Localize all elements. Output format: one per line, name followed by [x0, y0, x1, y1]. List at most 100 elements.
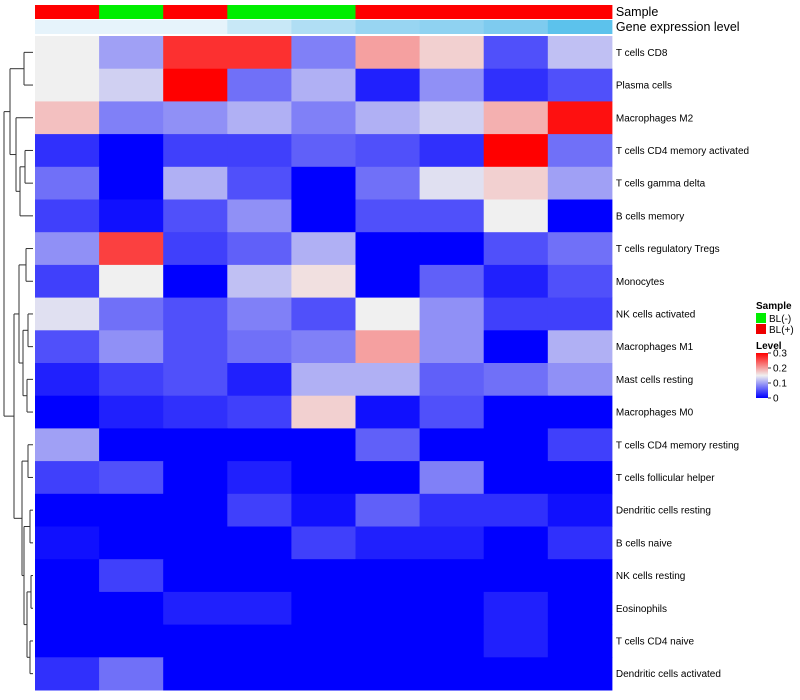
heatmap-cell [483, 395, 549, 429]
heatmap-cell [35, 591, 100, 626]
heatmap-cell [483, 36, 549, 70]
heatmap-cell [163, 624, 228, 658]
heatmap-cell [419, 559, 485, 593]
heatmap-cell [547, 493, 613, 527]
heatmap-cell [355, 493, 421, 527]
heatmap-cell [483, 428, 549, 462]
heatmap-cell [35, 559, 100, 593]
heatmap-cell [547, 68, 613, 102]
heatmap-cell [419, 330, 485, 364]
heatmap-cell [419, 428, 485, 462]
heatmap-cell [419, 297, 485, 331]
heatmap-cell [99, 232, 164, 266]
heatmap-cell [483, 264, 549, 299]
heatmap-cell [227, 232, 292, 266]
heatmap-cell [227, 559, 292, 593]
heatmap-cell [291, 461, 356, 495]
heatmap-cell [163, 232, 228, 266]
heatmap-cell [227, 526, 292, 560]
heatmap-cell [547, 330, 613, 364]
heatmap-cell [163, 461, 228, 495]
heatmap-cell [227, 297, 292, 331]
heatmap-cell [227, 101, 292, 135]
heatmap-cell [227, 493, 292, 527]
heatmap-cell [547, 428, 613, 462]
row-dendrogram [3, 51, 33, 675]
heatmap-cell [547, 232, 613, 266]
heatmap-cell [227, 657, 292, 691]
heatmap-cell [419, 166, 485, 200]
heatmap-cell [35, 461, 100, 495]
heatmap-cell [227, 166, 292, 200]
heatmap-cell [355, 363, 421, 397]
heatmap-cell [483, 624, 549, 658]
row-label: B cells naive [616, 538, 673, 549]
heatmap-cell [483, 526, 549, 560]
heatmap-cell [227, 68, 292, 102]
heatmap-cell [99, 36, 164, 70]
legend-swatch [756, 324, 766, 334]
heatmap-cell [99, 297, 164, 331]
heatmap-cell [419, 526, 485, 560]
sample-annotation-cell [227, 5, 292, 19]
heatmap-cell [355, 559, 421, 593]
heatmap-cell [99, 657, 164, 691]
heatmap-cell [227, 624, 292, 658]
heatmap-cell [483, 559, 549, 593]
heatmap-cell [35, 395, 100, 429]
heatmap-cell [291, 199, 356, 233]
heatmap-cell [355, 166, 421, 200]
heatmap-cell [35, 232, 100, 266]
heatmap-cell [35, 297, 100, 331]
heatmap-cell [35, 493, 100, 527]
heatmap-cell [163, 493, 228, 527]
sample-annotation-cell [291, 5, 356, 19]
heatmap-cell [291, 526, 356, 560]
heatmap-cell [355, 526, 421, 560]
heatmap-cell [99, 395, 164, 429]
heatmap-cell [419, 36, 485, 70]
sample-annotation-cell [163, 5, 228, 19]
heatmap-cell [35, 101, 100, 135]
row-label: T cells follicular helper [616, 473, 715, 484]
heatmap-cell [99, 624, 164, 658]
heatmap-cell [291, 264, 356, 299]
heatmap-cell [291, 330, 356, 364]
heatmap-cell [163, 526, 228, 560]
heatmap-cell [355, 461, 421, 495]
expression-annotation-cell [483, 20, 549, 34]
heatmap-cell [291, 232, 356, 266]
annotation-label-sample: Sample [616, 5, 658, 19]
heatmap-cell [291, 363, 356, 397]
row-label: NK cells activated [616, 309, 695, 320]
sample-annotation-cell [483, 5, 549, 19]
heatmap-cell [227, 36, 292, 70]
legend-sample-title: Sample [756, 301, 792, 312]
heatmap-cell [355, 591, 421, 626]
heatmap-cell [99, 199, 164, 233]
heatmap-cell [99, 363, 164, 397]
heatmap-cell [419, 624, 485, 658]
heatmap-cell [163, 591, 228, 626]
heatmap-cell [483, 134, 549, 168]
heatmap-cell [99, 461, 164, 495]
row-label: T cells CD4 memory activated [616, 146, 749, 157]
heatmap-cell [99, 330, 164, 364]
row-label: Mast cells resting [616, 375, 693, 386]
heatmap-cell [99, 428, 164, 462]
row-label: B cells memory [616, 211, 684, 222]
heatmap-cell [291, 297, 356, 331]
legend-tick-label: 0 [773, 394, 779, 405]
expression-annotation-cell [355, 20, 421, 34]
heatmap-cell [547, 461, 613, 495]
expression-annotation-cell [99, 20, 164, 34]
heatmap-cell [419, 68, 485, 102]
heatmap-cell [547, 559, 613, 593]
heatmap-cell [547, 101, 613, 135]
heatmap-cell [99, 493, 164, 527]
heatmap-cell [99, 101, 164, 135]
row-label: T cells gamma delta [616, 179, 706, 190]
expression-annotation-cell [35, 20, 100, 34]
legend-tick-label: 0.2 [773, 364, 787, 375]
heatmap-cell [35, 68, 100, 102]
